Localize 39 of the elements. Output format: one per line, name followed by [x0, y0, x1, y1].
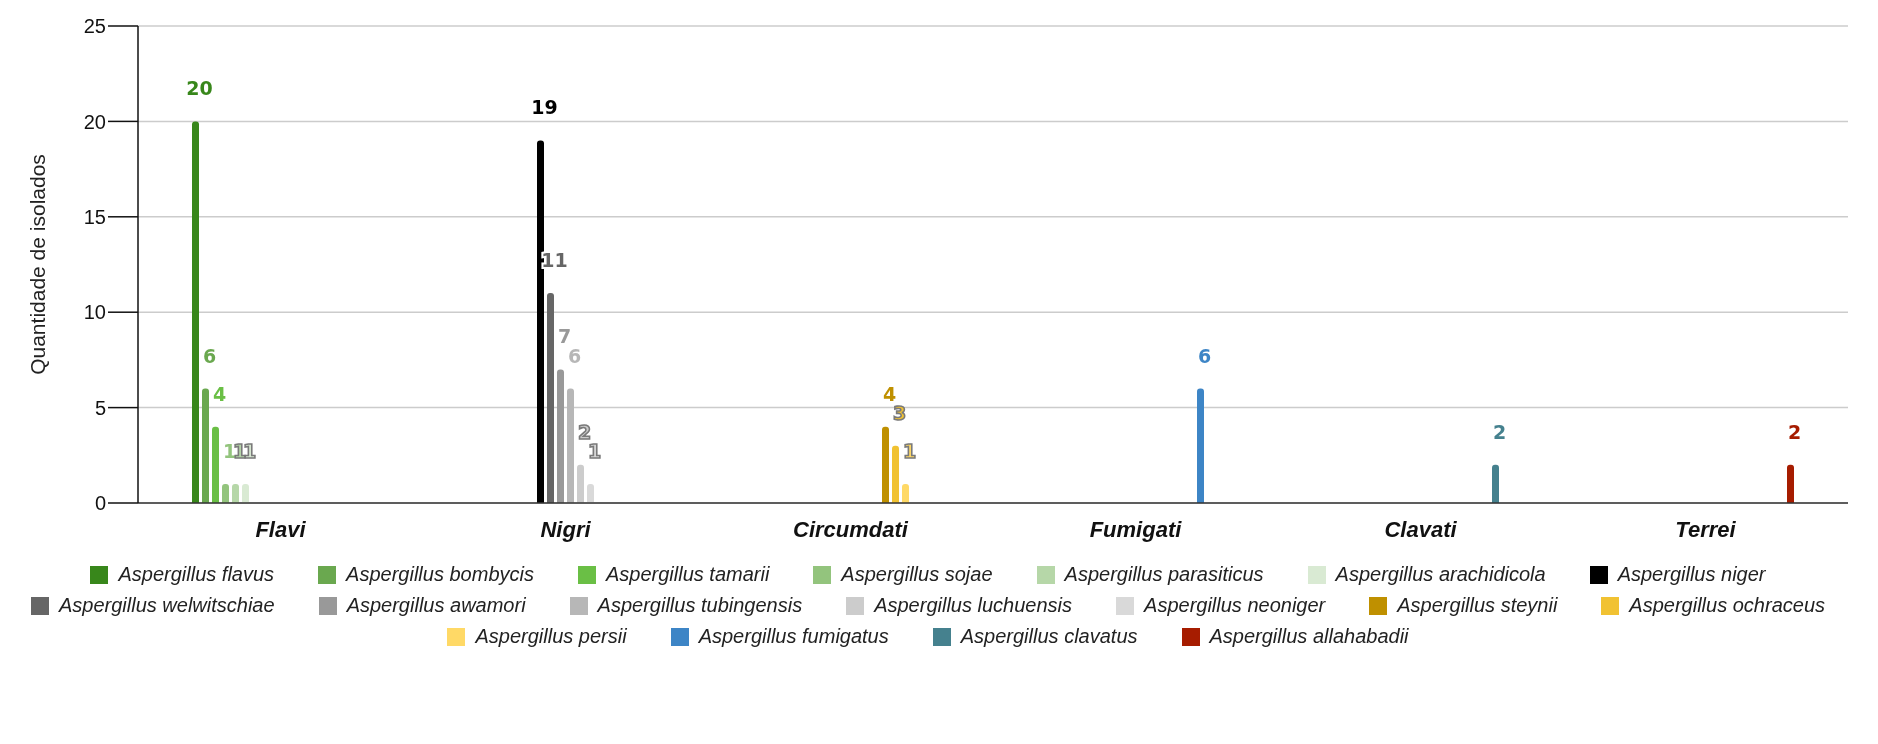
- legend-label: Aspergillus clavatus: [960, 625, 1138, 648]
- legend-label: Aspergillus arachidicola: [1335, 563, 1546, 586]
- x-tick-label: Clavati: [1384, 516, 1458, 542]
- legend-label: Aspergillus tamarii: [605, 563, 770, 586]
- x-tick-label: Nigri: [540, 516, 592, 542]
- data-label: 6: [202, 344, 217, 367]
- legend-label: Aspergillus welwitschiae: [58, 594, 275, 617]
- y-tick-label: 15: [83, 205, 106, 228]
- legend-label: Aspergillus allahabadii: [1209, 625, 1409, 648]
- y-tick-label: 10: [83, 301, 106, 324]
- data-label: 2: [1787, 420, 1802, 443]
- legend-label: Aspergillus flavus: [118, 563, 275, 586]
- legend-label: Aspergillus sojae: [841, 563, 993, 586]
- data-label: 19: [531, 96, 558, 119]
- data-label: 2: [1492, 420, 1507, 443]
- x-tick-label: Fumigati: [1089, 516, 1183, 542]
- x-tick-label: Circumdati: [793, 516, 909, 542]
- legend-label: Aspergillus tubingensis: [597, 594, 803, 617]
- data-label: 1: [902, 439, 917, 462]
- y-tick-label: 0: [94, 492, 106, 515]
- y-axis-title: Quantidade de isolados: [26, 154, 50, 375]
- legend-label: Aspergillus luchuensis: [874, 594, 1073, 617]
- legend-label: Aspergillus fumigatus: [698, 625, 889, 648]
- legend-label: Aspergillus bombycis: [346, 563, 534, 586]
- y-tick-label: 20: [83, 110, 106, 133]
- x-tick-label: Terrei: [1675, 516, 1737, 542]
- data-label: 4: [212, 382, 227, 405]
- data-label: 20: [186, 77, 213, 100]
- legend-label: Aspergillus awamori: [346, 594, 526, 617]
- legend-label: Aspergillus niger: [1617, 563, 1766, 586]
- legend-label: Aspergillus persii: [475, 625, 627, 648]
- x-tick-label: Flavi: [255, 516, 307, 542]
- legend-label: Aspergillus steynii: [1397, 594, 1558, 617]
- data-label: 6: [1197, 344, 1212, 367]
- y-tick-label: 25: [83, 15, 106, 38]
- legend-label: Aspergillus neoniger: [1144, 594, 1326, 617]
- legend-label: Aspergillus ochraceus: [1629, 594, 1826, 617]
- y-tick-label: 5: [94, 396, 106, 419]
- legend-label: Aspergillus parasiticus: [1064, 563, 1264, 586]
